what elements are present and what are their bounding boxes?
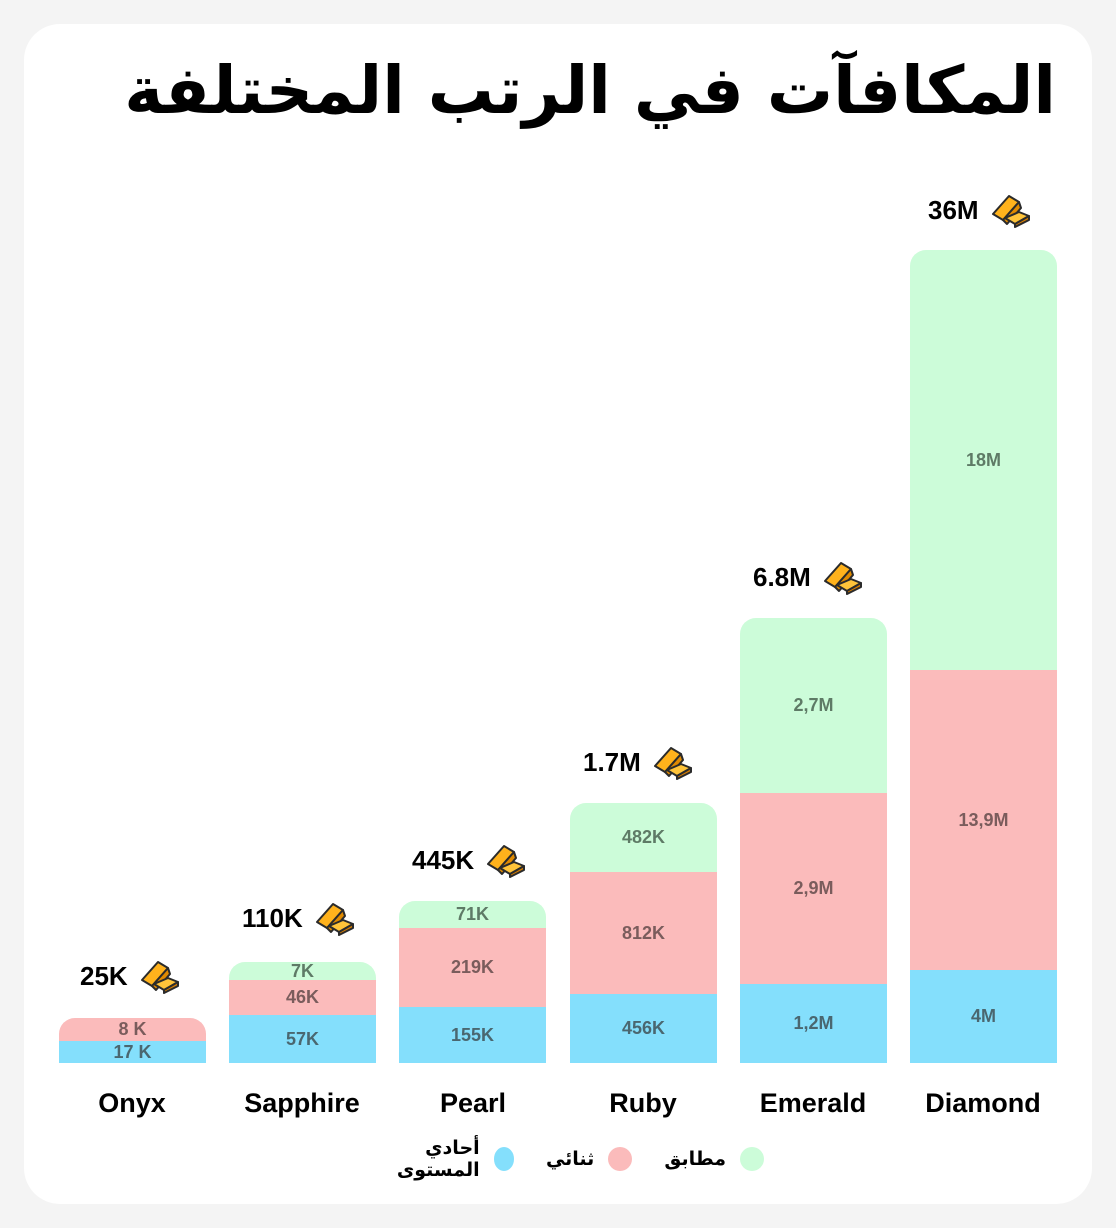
total-value: 36M — [928, 194, 979, 225]
segment-double: 2,9M — [740, 793, 887, 984]
x-label-diamond: Diamond — [925, 1088, 1041, 1118]
total-value: 445K — [412, 844, 475, 875]
legend-label: أحادي المستوى — [396, 1137, 480, 1181]
legend-label: ثنائي — [545, 1148, 595, 1170]
gold-bars-icon — [487, 845, 526, 878]
gold-bars-icon — [140, 961, 179, 994]
bar-total-onyx: 25K — [80, 958, 180, 994]
bar-sapphire: 7K 46K 57K — [229, 961, 376, 1063]
segment-match: 18M — [910, 250, 1057, 670]
legend-item-match: مطابق — [664, 1147, 764, 1171]
segment-double: 812K — [570, 872, 717, 994]
bar-total-emerald: 6.8M — [753, 559, 863, 595]
total-value: 110K — [242, 902, 303, 933]
segment-match: 7K — [229, 961, 376, 981]
segment-double: 219K — [399, 928, 546, 1007]
x-label-pearl: Pearl — [439, 1088, 507, 1118]
bar-ruby: 482K 812K 456K — [570, 803, 717, 1063]
gold-bars-icon — [991, 195, 1030, 228]
total-value: 25K — [80, 960, 128, 991]
gold-bars-icon — [315, 903, 354, 936]
bar-total-pearl: 445K — [412, 842, 526, 878]
bar-emerald: 2,7M 2,9M 1,2M — [740, 618, 887, 1063]
segment-single: 1,2M — [740, 984, 887, 1063]
chart-legend: مطابق ثنائي أحادي المستوى — [340, 1137, 764, 1181]
segment-single: 17 K — [59, 1041, 206, 1063]
segment-double: 8 K — [59, 1018, 206, 1041]
bar-total-sapphire: 110K — [242, 900, 355, 936]
segment-single: 456K — [570, 994, 717, 1063]
x-label-sapphire: Sapphire — [244, 1088, 360, 1118]
chart-title: المكافآت في الرتب المختلفة — [124, 52, 1057, 129]
total-value: 6.8M — [753, 561, 811, 592]
legend-dot-match-icon — [740, 1147, 764, 1171]
x-label-ruby: Ruby — [609, 1088, 677, 1118]
x-label-emerald: Emerald — [759, 1088, 867, 1118]
segment-match: 71K — [399, 901, 546, 928]
segment-double: 13,9M — [910, 670, 1057, 970]
bar-diamond: 18M 13,9M 4M — [910, 250, 1057, 1063]
legend-item-double: ثنائي — [545, 1147, 633, 1171]
segment-single: 57K — [229, 1015, 376, 1063]
total-value: 1.7M — [583, 746, 641, 777]
segment-single: 4M — [910, 970, 1057, 1063]
x-label-onyx: Onyx — [98, 1088, 166, 1118]
segment-single: 155K — [399, 1007, 546, 1063]
gold-bars-icon — [653, 747, 692, 780]
segment-match: 2,7M — [740, 618, 887, 793]
segment-match: 482K — [570, 803, 717, 872]
legend-item-single: أحادي المستوى — [358, 1137, 514, 1181]
legend-dot-single-icon — [493, 1147, 514, 1171]
bar-onyx: 8 K 17 K — [59, 1018, 206, 1063]
gold-bars-icon — [823, 562, 862, 595]
bar-total-diamond: 36M — [928, 192, 1031, 228]
legend-dot-double-icon — [608, 1147, 633, 1171]
segment-double: 46K — [229, 980, 376, 1015]
bar-total-ruby: 1.7M — [583, 744, 693, 780]
legend-label: مطابق — [664, 1148, 726, 1170]
bar-pearl: 71K 219K 155K — [399, 901, 546, 1063]
